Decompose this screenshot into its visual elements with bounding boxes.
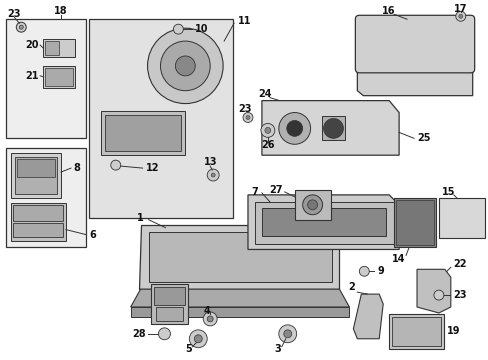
Circle shape <box>211 173 215 177</box>
Circle shape <box>194 335 202 343</box>
Bar <box>393 198 435 247</box>
Circle shape <box>261 123 274 137</box>
Circle shape <box>455 11 465 21</box>
Circle shape <box>203 312 217 326</box>
Text: 23: 23 <box>238 104 251 113</box>
Bar <box>13 223 63 237</box>
Circle shape <box>359 266 368 276</box>
Polygon shape <box>247 195 398 249</box>
Bar <box>104 114 181 151</box>
Text: 21: 21 <box>26 71 39 81</box>
Circle shape <box>189 330 207 348</box>
Bar <box>155 307 183 321</box>
Polygon shape <box>130 307 349 317</box>
Text: 17: 17 <box>453 4 467 14</box>
Text: 2: 2 <box>347 282 354 292</box>
Polygon shape <box>353 294 383 339</box>
Circle shape <box>16 22 26 32</box>
Text: 23: 23 <box>7 9 21 19</box>
Text: 15: 15 <box>441 187 455 197</box>
Circle shape <box>433 290 443 300</box>
Text: 4: 4 <box>203 306 210 316</box>
Circle shape <box>283 330 291 338</box>
Text: 5: 5 <box>184 344 191 354</box>
Circle shape <box>111 160 121 170</box>
Circle shape <box>245 116 249 120</box>
Text: 20: 20 <box>26 40 39 50</box>
Circle shape <box>173 24 183 34</box>
Bar <box>321 117 345 140</box>
Text: 13: 13 <box>203 157 217 167</box>
Text: 24: 24 <box>258 89 271 99</box>
Circle shape <box>175 56 195 76</box>
Bar <box>6 19 86 138</box>
Polygon shape <box>138 225 339 289</box>
Text: 22: 22 <box>452 259 466 269</box>
Text: 7: 7 <box>251 187 258 197</box>
Text: 25: 25 <box>416 133 429 143</box>
Text: 18: 18 <box>54 6 68 16</box>
Text: 16: 16 <box>382 6 395 16</box>
Text: 8: 8 <box>73 163 80 173</box>
Bar <box>438 198 484 238</box>
Bar <box>43 39 75 57</box>
Text: 3: 3 <box>274 344 281 354</box>
Bar <box>11 153 61 198</box>
Polygon shape <box>262 100 398 155</box>
Polygon shape <box>416 269 450 313</box>
Text: 19: 19 <box>446 326 459 336</box>
Circle shape <box>323 118 343 138</box>
Text: 12: 12 <box>145 163 159 173</box>
Bar <box>11 203 66 240</box>
Text: 6: 6 <box>89 230 96 239</box>
Polygon shape <box>357 31 472 96</box>
Polygon shape <box>130 289 349 307</box>
Circle shape <box>286 121 302 136</box>
Bar <box>45 41 59 55</box>
Text: 14: 14 <box>391 255 405 264</box>
Bar <box>153 287 185 305</box>
Text: 11: 11 <box>238 16 251 26</box>
Text: 27: 27 <box>269 185 282 195</box>
Circle shape <box>307 200 317 210</box>
Circle shape <box>458 14 462 18</box>
Bar <box>391 317 440 346</box>
Bar <box>254 202 393 243</box>
Bar <box>17 159 55 177</box>
Bar <box>101 111 185 155</box>
Bar <box>262 208 386 235</box>
Bar <box>150 284 188 324</box>
FancyBboxPatch shape <box>355 15 474 73</box>
Text: 9: 9 <box>376 266 383 276</box>
Text: 23: 23 <box>452 290 466 300</box>
Text: 1: 1 <box>137 213 143 223</box>
Text: 28: 28 <box>132 329 145 339</box>
Bar <box>388 314 443 349</box>
Circle shape <box>160 41 210 91</box>
Bar <box>15 157 57 194</box>
Bar <box>43 66 75 88</box>
Circle shape <box>278 325 296 343</box>
Bar <box>45 68 73 86</box>
Circle shape <box>147 28 223 104</box>
Circle shape <box>19 25 23 29</box>
Bar <box>294 190 330 220</box>
Circle shape <box>207 169 219 181</box>
Circle shape <box>158 328 170 340</box>
Text: 26: 26 <box>261 140 274 150</box>
Bar <box>13 205 63 221</box>
Circle shape <box>264 127 270 133</box>
Bar <box>6 148 86 247</box>
Circle shape <box>243 113 252 122</box>
Circle shape <box>278 113 310 144</box>
Circle shape <box>302 195 322 215</box>
Polygon shape <box>148 231 331 282</box>
Bar <box>89 19 233 218</box>
Circle shape <box>207 316 213 322</box>
Text: 10: 10 <box>195 24 208 34</box>
Bar <box>395 200 433 246</box>
